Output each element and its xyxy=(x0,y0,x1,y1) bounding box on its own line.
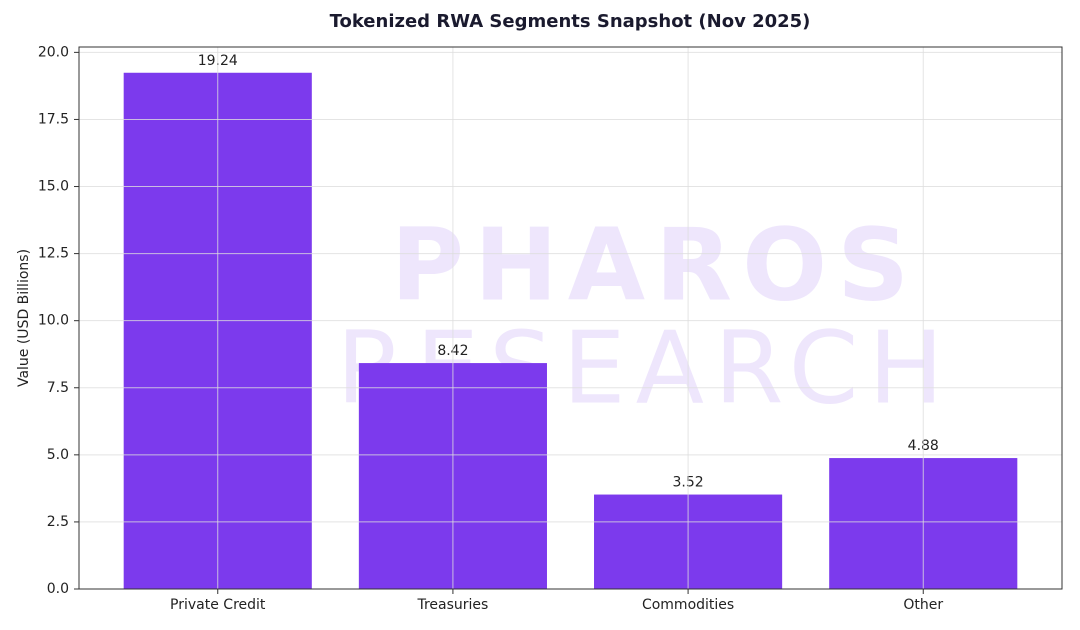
y-tick-label: 2.5 xyxy=(47,514,69,530)
y-tick-label: 17.5 xyxy=(38,111,69,127)
x-tick-label: Commodities xyxy=(642,597,734,613)
y-tick-label: 10.0 xyxy=(38,313,69,329)
y-tick-label: 0.0 xyxy=(47,581,69,597)
y-tick-label: 15.0 xyxy=(38,179,69,195)
x-tick-label: Private Credit xyxy=(170,597,266,613)
chart-title: Tokenized RWA Segments Snapshot (Nov 202… xyxy=(330,11,811,32)
y-axis-label: Value (USD Billions) xyxy=(16,249,32,387)
y-tick-label: 7.5 xyxy=(47,380,69,396)
watermark: PHAROS xyxy=(391,206,919,323)
plot-frame xyxy=(78,46,1063,590)
x-tick-label: Treasuries xyxy=(416,597,488,613)
y-tick-label: 5.0 xyxy=(47,447,69,463)
x-tick-label: Other xyxy=(903,597,943,613)
y-tick-label: 12.5 xyxy=(38,246,69,262)
y-tick-label: 20.0 xyxy=(38,44,69,60)
